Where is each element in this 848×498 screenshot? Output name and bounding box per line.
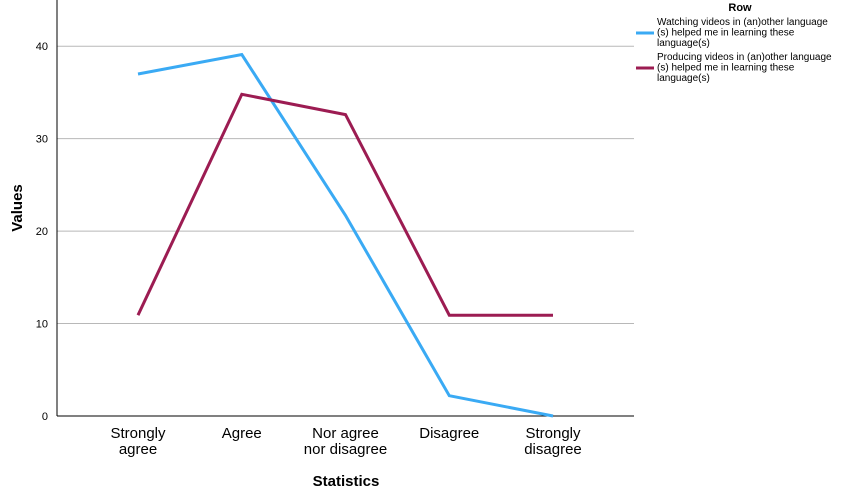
legend-label-1: Watching videos in (an)other language (s)… (657, 17, 828, 49)
x-tick-label-2-0: Nor agree (312, 425, 379, 442)
x-tick-label-4-0: Strongly (525, 425, 581, 442)
series-line-2 (136, 92, 553, 317)
y-tick-label-0: 0 (42, 411, 48, 423)
x-tick-label-1-0: Agree (222, 425, 262, 442)
y-tick-label-40: 40 (36, 41, 48, 53)
x-tick-label-3-0: Disagree (419, 425, 479, 442)
legend-title: Row (728, 2, 752, 14)
x-tick-label-0-0: Strongly (110, 425, 166, 442)
gridlines (57, 45, 634, 325)
x-tick-label-0-1: agree (119, 441, 157, 458)
y-tick-label-10: 10 (36, 319, 48, 331)
axes (56, 0, 634, 417)
legend: Row Watching videos in (an)other languag… (636, 2, 832, 84)
x-tick-label-4-1: disagree (524, 441, 582, 458)
x-axis-title: Statistics (313, 473, 380, 490)
x-tick-label-2-1: nor disagree (304, 441, 387, 458)
y-tick-labels: 0 10 20 30 40 (36, 41, 48, 423)
legend-label-2: Producing videos in (an)other language (s… (657, 52, 832, 84)
series-line-1 (137, 52, 554, 418)
series-lines (136, 52, 554, 418)
y-axis-title: Values (9, 184, 26, 232)
y-tick-label-20: 20 (36, 226, 48, 238)
y-tick-label-30: 30 (36, 134, 48, 146)
